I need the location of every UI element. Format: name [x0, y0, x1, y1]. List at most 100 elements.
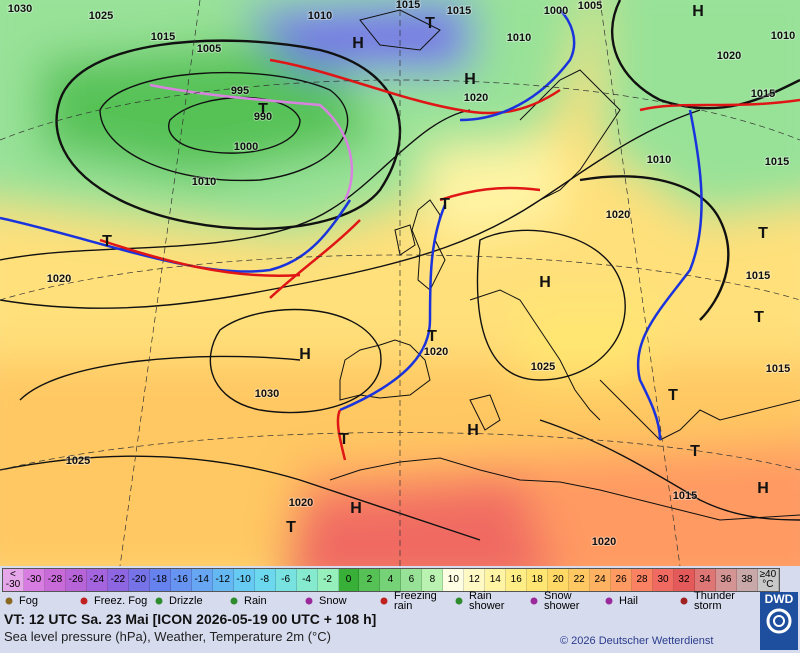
logo-text: DWD [764, 592, 794, 606]
dwd-logo: DWD [760, 592, 798, 650]
isobar-label: 1015 [673, 490, 697, 502]
isobar-label: 1020 [592, 536, 616, 548]
isobar-label: 1015 [751, 88, 775, 100]
scale-cell: 16 [506, 569, 528, 591]
scale-cell: 34 [694, 569, 716, 591]
weather-legend-item: Rain [227, 590, 302, 612]
scale-cell: -20 [128, 569, 150, 591]
isobar-label: 1020 [424, 346, 448, 358]
pressure-system-label: H [692, 3, 704, 20]
isobar-label: 1015 [151, 31, 175, 43]
isobar-label: 1000 [234, 141, 258, 153]
pressure-system-label: T [425, 15, 435, 32]
scale-cell: < -30 [3, 569, 24, 591]
weather-label: Snow shower [544, 590, 580, 612]
map-description: Sea level pressure (hPa), Weather, Tempe… [4, 629, 331, 644]
weather-icon [2, 595, 16, 607]
scale-cell: 6 [401, 569, 423, 591]
pressure-system-label: T [668, 387, 678, 404]
coastlines [329, 9, 800, 521]
weather-label: Rain [244, 595, 267, 607]
isobar-label: 1000 [544, 5, 568, 17]
weather-icon [452, 595, 466, 607]
scale-cell: 12 [464, 569, 486, 591]
scale-cell: -2 [317, 569, 339, 591]
isobar-label: 1015 [746, 270, 770, 282]
isobar-label: 1020 [47, 273, 71, 285]
isobar-label: 1025 [531, 361, 555, 373]
isobar-label: 1030 [8, 3, 32, 15]
isobar-label: 1020 [717, 50, 741, 62]
weather-legend-item: Fog [2, 590, 77, 612]
weather-label: Freezing rain [394, 590, 437, 612]
scale-cell: -12 [212, 569, 234, 591]
isobar-label: 1010 [771, 30, 795, 42]
isobar-label: 995 [231, 85, 249, 97]
weather-legend: Fog Freez. Fog Drizzle Rain Snow Freezing rai… [2, 590, 758, 612]
weather-legend-item: Snow [302, 590, 377, 612]
scale-cell: 38 [736, 569, 758, 591]
scale-cell: -14 [191, 569, 213, 591]
scale-cell: ≥40 °C [757, 569, 779, 591]
dashed-grid [0, 0, 800, 566]
isobar-label: 1010 [647, 154, 671, 166]
scale-cell: 2 [359, 569, 381, 591]
pressure-system-label: H [539, 274, 551, 291]
weather-label: Fog [19, 595, 38, 607]
weather-label: Rain shower [469, 590, 505, 612]
weather-label: Freez. Fog [94, 595, 148, 607]
weather-label: Thunder storm [694, 590, 735, 612]
isobar-label: 1020 [606, 209, 630, 221]
scale-cell: 4 [380, 569, 402, 591]
fronts [0, 9, 800, 461]
weather-icon [377, 595, 391, 607]
isobar-label: 1010 [192, 176, 216, 188]
scale-cell: 22 [569, 569, 591, 591]
scale-cell: 20 [548, 569, 570, 591]
scale-cell: -24 [86, 569, 108, 591]
pressure-system-label: H [299, 346, 311, 363]
weather-legend-item: Hail [602, 590, 677, 612]
pressure-system-label: T [440, 196, 450, 213]
scale-cell: -6 [275, 569, 297, 591]
pressure-system-label: T [258, 101, 268, 118]
isobar-label: 1020 [289, 497, 313, 509]
weather-icon [77, 595, 91, 607]
scale-cell: -8 [254, 569, 276, 591]
scale-cell: -30 [23, 569, 45, 591]
scale-cell: -4 [296, 569, 318, 591]
weather-icon [152, 595, 166, 607]
weather-icon [677, 595, 691, 607]
scale-cell: 8 [422, 569, 444, 591]
pressure-system-label: H [352, 35, 364, 52]
scale-cell: 24 [590, 569, 612, 591]
isobar-label: 1010 [507, 32, 531, 44]
weather-label: Drizzle [169, 595, 203, 607]
isobar-label: 1030 [255, 388, 279, 400]
pressure-system-label: H [350, 500, 362, 517]
scale-cell: 32 [674, 569, 695, 591]
weather-legend-item: Rain shower [452, 590, 527, 612]
scale-cell: -10 [233, 569, 255, 591]
pressure-system-label: T [339, 431, 349, 448]
scale-cell: 18 [527, 569, 549, 591]
isobar-label: 1005 [197, 43, 221, 55]
pressure-system-label: H [467, 422, 479, 439]
isobar-label: 1015 [396, 0, 420, 11]
scale-cell: 36 [715, 569, 737, 591]
weather-icon [602, 595, 616, 607]
scale-cell: 10 [443, 569, 465, 591]
scale-cell: -16 [170, 569, 192, 591]
logo-icon [766, 608, 792, 634]
pressure-system-label: T [102, 233, 112, 250]
scale-cell: 28 [632, 569, 654, 591]
isobar-label: 1025 [89, 10, 113, 22]
temperature-scale: < -30 -30 -28 -26 -24 -22 -20 -18 -16 -14 -12 -10 -8… [2, 568, 780, 592]
isobar-label: 1025 [66, 455, 90, 467]
weather-icon [302, 595, 316, 607]
weather-legend-item: Thunder storm [677, 590, 752, 612]
scale-cell: -26 [65, 569, 87, 591]
isobar-label: 1015 [766, 363, 790, 375]
pressure-system-label: T [758, 225, 768, 242]
